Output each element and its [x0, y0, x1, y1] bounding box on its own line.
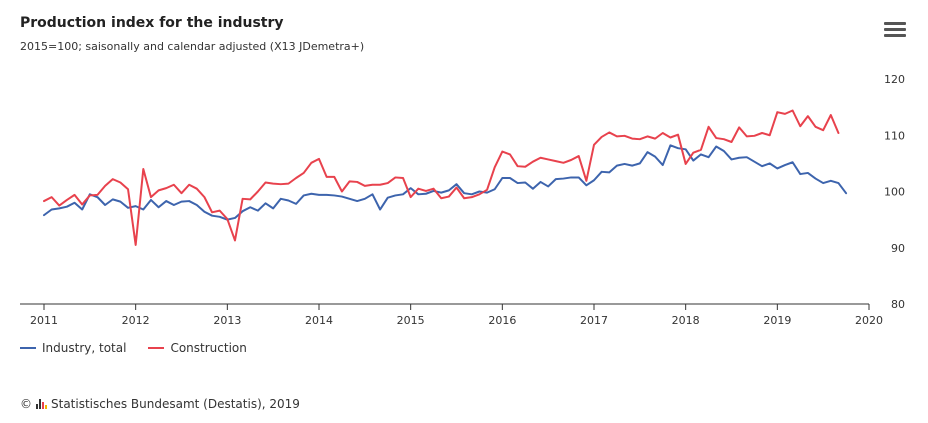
legend-swatch-construction: [148, 347, 165, 349]
source-credit: © Statistisches Bundesamt (Destatis), 20…: [20, 397, 300, 411]
y-tick-label-90: 90: [891, 242, 905, 255]
legend-item-industry[interactable]: Industry, total: [20, 341, 126, 355]
x-tick-label-2015: 2015: [397, 314, 425, 327]
x-tick-label-2018: 2018: [672, 314, 700, 327]
x-tick-label-2014: 2014: [305, 314, 333, 327]
x-tick-label-2011: 2011: [30, 314, 58, 327]
hamburger-menu-icon[interactable]: [884, 22, 906, 40]
y-tick-label-110: 110: [884, 129, 905, 142]
x-tick-label-2012: 2012: [122, 314, 150, 327]
x-tick-label-2020: 2020: [855, 314, 883, 327]
x-tick-label-2019: 2019: [763, 314, 791, 327]
legend: Industry, total Construction: [20, 341, 247, 355]
series-line-industry: [43, 144, 848, 221]
chart-subtitle: 2015=100; saisonally and calendar adjust…: [20, 40, 365, 53]
legend-label-industry: Industry, total: [42, 341, 127, 355]
x-tick-label-2013: 2013: [213, 314, 241, 327]
series-line-construction: [43, 109, 840, 246]
y-tick-label-100: 100: [884, 186, 905, 199]
x-tick-label-2016: 2016: [488, 314, 516, 327]
destatis-logo-icon: [36, 399, 47, 409]
y-tick-label-80: 80: [891, 298, 905, 311]
legend-swatch-industry: [20, 347, 36, 349]
x-tick-label-2017: 2017: [580, 314, 608, 327]
legend-item-construction[interactable]: Construction: [148, 341, 247, 355]
y-tick-label-120: 120: [884, 73, 905, 86]
copyright-symbol: ©: [20, 397, 32, 411]
source-text: Statistisches Bundesamt (Destatis), 2019: [51, 397, 300, 411]
legend-label-construction: Construction: [170, 341, 247, 355]
chart-title: Production index for the industry: [20, 15, 284, 31]
